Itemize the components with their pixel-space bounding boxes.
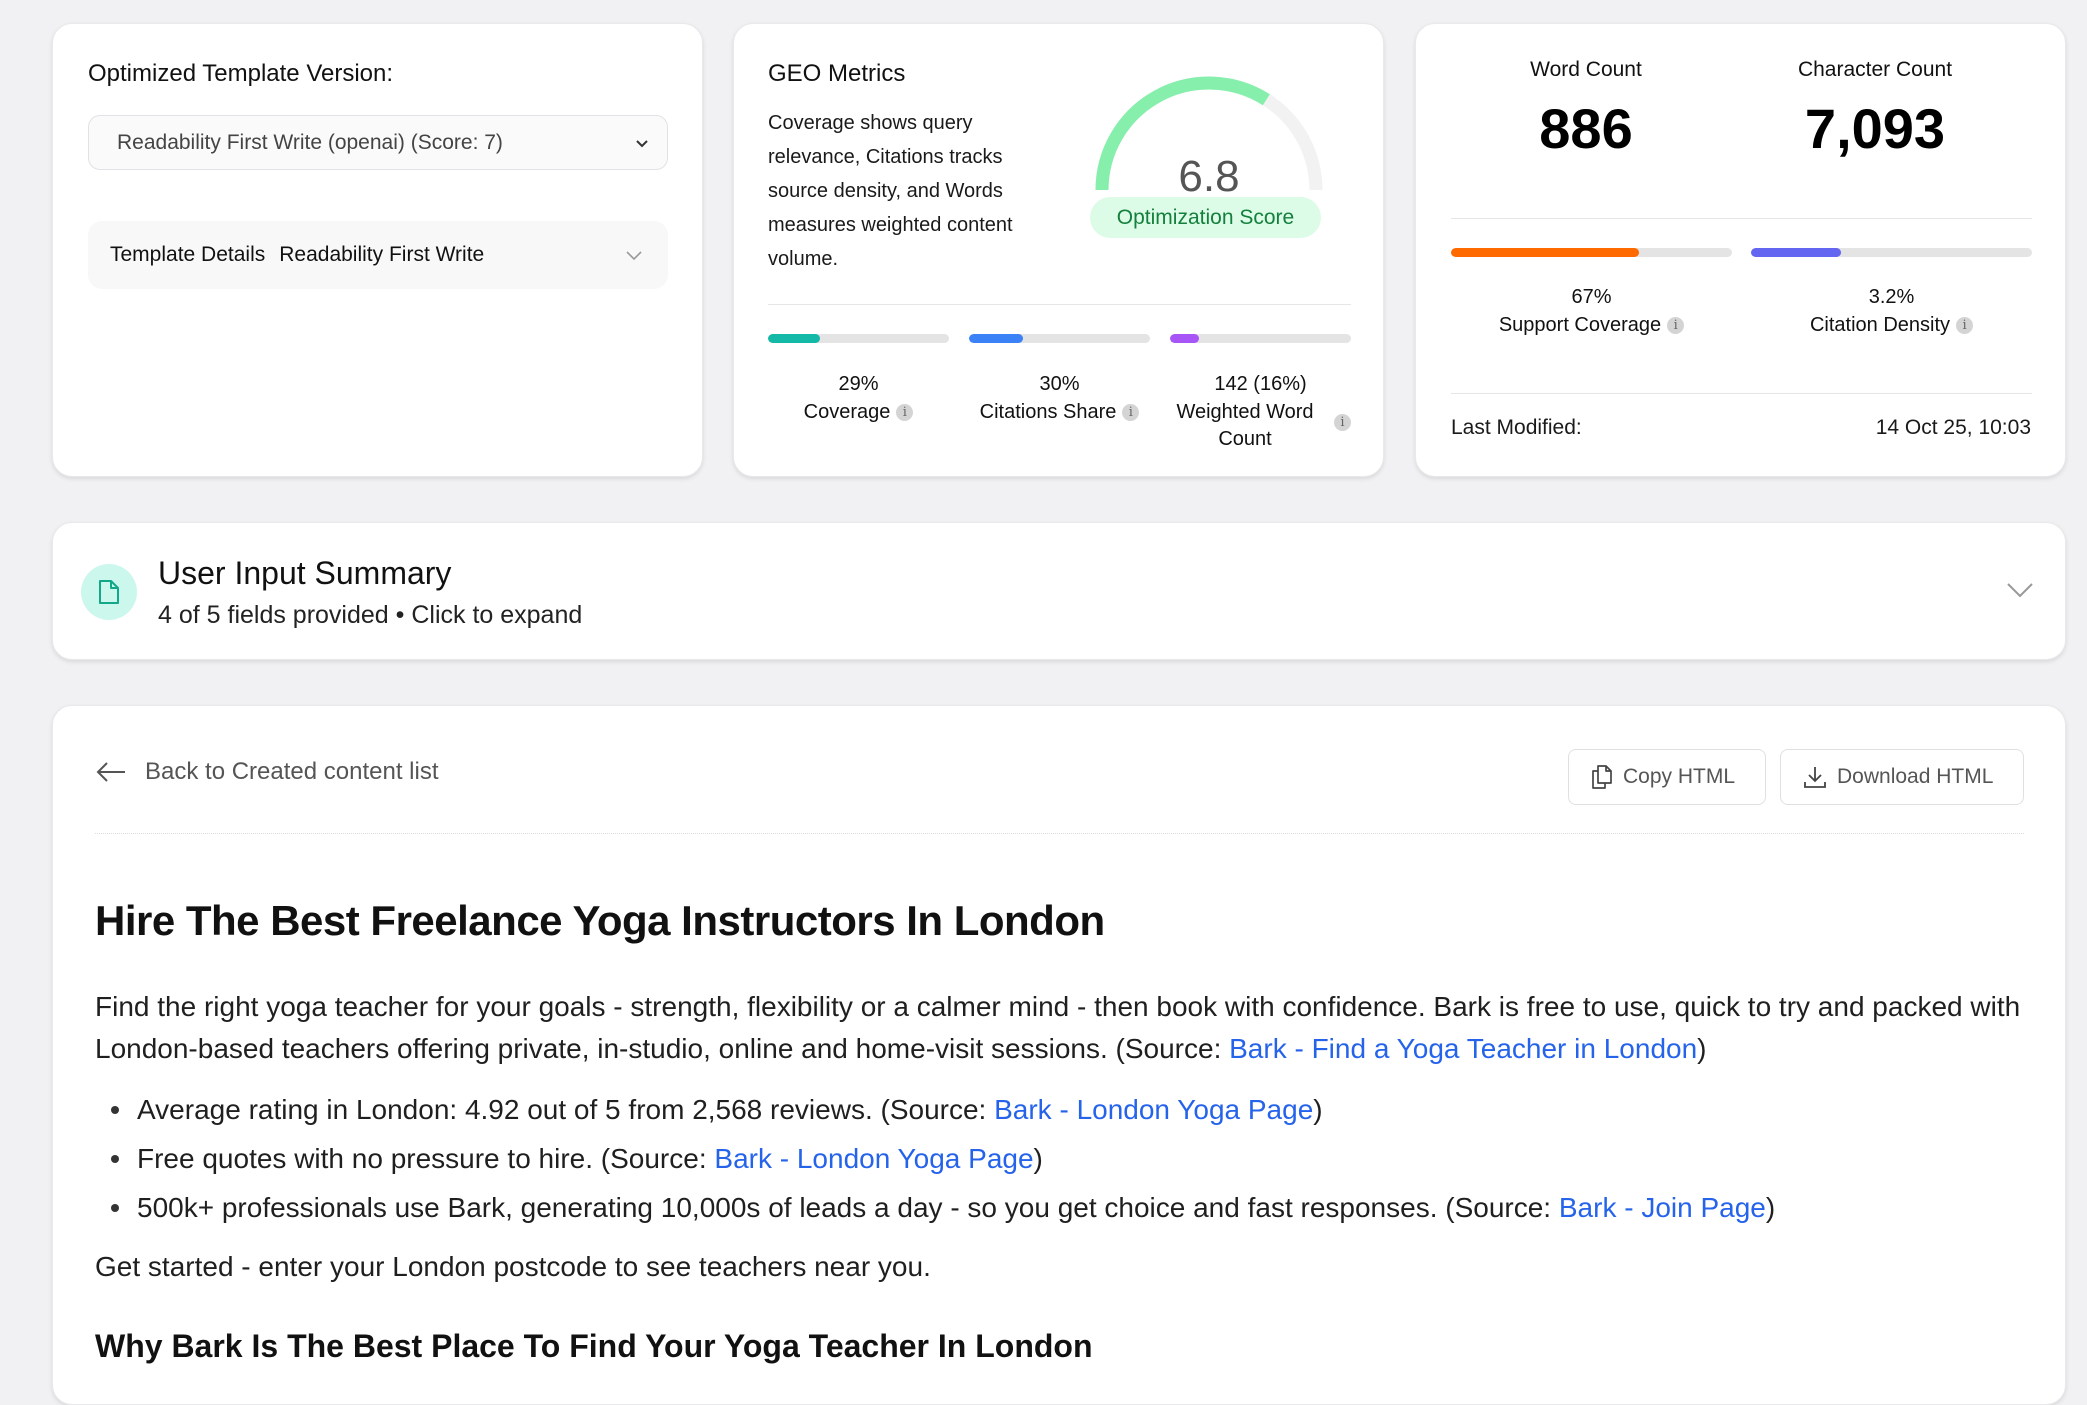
source-link[interactable]: Bark - London Yoga Page [994,1094,1314,1125]
optimization-score-gauge: 6.8 [1095,76,1323,200]
back-to-list-link[interactable]: Back to Created content list [95,758,438,786]
geo-metrics-card: GEO Metrics Coverage shows query relevan… [733,23,1384,477]
chevron-down-icon [626,251,642,261]
word-count-value: 886 [1539,97,1633,160]
source-link[interactable]: Bark - Join Page [1558,1192,1766,1223]
stat-progress-bar [1451,248,1732,257]
character-count-value: 7,093 [1804,97,1946,160]
metric-label: Citations Share [979,401,1117,423]
bullet-item: Free quotes with no pressure to hire. (S… [95,1134,2035,1183]
template-version-label: Optimized Template Version: [88,60,394,87]
stat-label-row: Support Coverage i [1451,312,1732,339]
stat-value: 67% [1571,286,1612,308]
source-link[interactable]: Bark - Find a Yoga Teacher in London [1229,1033,1698,1064]
metric-progress-bar [768,334,949,343]
template-details-toggle[interactable]: Template Details Readability First Write [88,221,668,289]
bullet-end: ) [1313,1094,1323,1125]
info-icon[interactable]: i [1334,414,1351,431]
gauge-fill [1095,76,1270,191]
chevron-down-icon [2007,583,2033,598]
stat-progress-fill [1751,248,1841,257]
divider [95,833,2024,834]
optimization-score-badge: Optimization Score [1090,197,1321,238]
intro-text: Find the right yoga teacher for your goa… [95,991,2021,1064]
bullet-end: ) [1033,1143,1043,1174]
metric-label: Coverage [803,401,891,423]
metric-progress-fill [768,334,821,343]
article-heading: Hire The Best Freelance Yoga Instructors… [95,897,1105,944]
template-details-label: Template Details [110,243,266,266]
metric-value: 30% [1039,373,1080,395]
arrow-left-icon [96,762,125,782]
bullet-text: Average rating in London: 4.92 out of 5 … [137,1094,995,1125]
source-link[interactable]: Bark - London Yoga Page [714,1143,1034,1174]
template-version-select[interactable]: Readability First Write (openai) (Score:… [88,115,668,170]
template-version-card: Optimized Template Version: Readability … [52,23,703,477]
info-icon[interactable]: i [1956,317,1974,335]
template-version-value: Readability First Write (openai) (Score:… [117,130,503,154]
intro-end: ) [1697,1033,1707,1064]
document-icon [81,564,137,620]
stat-label: Citation Density [1809,314,1951,336]
info-icon[interactable]: i [1122,404,1140,422]
stat-label: Support Coverage [1498,314,1662,336]
bullet-end: ) [1765,1192,1776,1223]
divider [1451,393,2032,394]
metric-label-row: Coverage i [758,399,959,426]
bullet-item: 500k+ professionals use Bark, generating… [95,1183,2035,1232]
metric-value: 142 (16%) [1214,373,1307,395]
download-icon [1804,767,1826,788]
copy-html-button[interactable]: Copy HTML [1568,749,1766,805]
metric-progress-bar [1170,334,1351,343]
bullet-text: 500k+ professionals use Bark, generating… [137,1192,1559,1223]
bullet-text: Free quotes with no pressure to hire. (S… [137,1143,715,1174]
summary-title: User Input Summary [158,555,452,591]
divider [768,304,1351,305]
info-icon[interactable]: i [896,404,914,422]
metric-label: Weighted Word Count [1176,401,1314,450]
info-icon[interactable]: i [1667,317,1685,335]
article-body: Hire The Best Freelance Yoga Instructors… [95,896,2035,1365]
stat-label-row: Citation Density i [1751,312,2032,339]
user-input-summary-toggle[interactable]: User Input Summary 4 of 5 fields provide… [52,522,2066,660]
content-preview-card: Back to Created content list Copy HTML D… [52,705,2066,1405]
download-html-button[interactable]: Download HTML [1780,749,2024,805]
geo-metrics-description: Coverage shows query relevance, Citation… [768,112,1013,270]
cta-paragraph: Get started - enter your London postcode… [95,1251,931,1282]
word-count-label: Word Count [1530,58,1642,81]
template-details-value: Readability First Write [279,243,485,266]
metric-progress-bar [969,334,1150,343]
stat-progress-fill [1451,248,1640,257]
bullet-list: Average rating in London: 4.92 out of 5 … [95,1085,2035,1232]
content-stats-card: Word Count 886 Character Count 7,093 67%… [1415,23,2066,477]
metric-progress-fill [969,334,1024,343]
last-modified-label: Last Modified: [1451,416,1582,439]
character-count-label: Character Count [1797,58,1953,81]
last-modified-value: 14 Oct 25, 10:03 [1875,416,2031,439]
intro-paragraph: Find the right yoga teacher for your goa… [95,986,2035,1070]
metric-value: 29% [838,373,879,395]
metric-label-row: Citations Share i [959,399,1160,426]
metric-progress-fill [1170,334,1199,343]
stat-value: 3.2% [1868,286,1915,308]
stat-progress-bar [1751,248,2032,257]
copy-icon [1592,765,1612,789]
back-to-list-label: Back to Created content list [145,758,439,785]
section-heading: Why Bark Is The Best Place To Find Your … [95,1328,1093,1364]
geo-metrics-title: GEO Metrics [768,60,906,87]
summary-subtitle: 4 of 5 fields provided • Click to expand [158,601,583,629]
bullet-item: Average rating in London: 4.92 out of 5 … [95,1085,2035,1134]
divider [1451,218,2032,219]
download-html-label: Download HTML [1837,765,1994,788]
optimization-score-value: 6.8 [1178,152,1239,200]
chevron-down-icon [636,139,648,147]
copy-html-label: Copy HTML [1623,765,1736,788]
